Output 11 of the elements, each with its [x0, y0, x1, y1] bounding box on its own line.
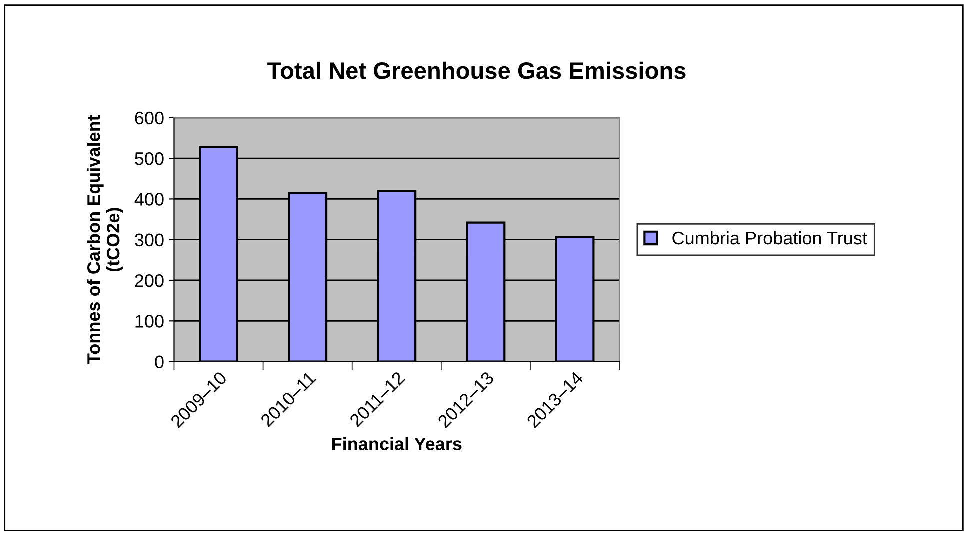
- y-axis-title: Tonnes of Carbon Equivalent (tCO2e): [87, 115, 124, 364]
- legend-label: Cumbria Probation Trust: [672, 231, 868, 245]
- x-axis-title: Financial Years: [332, 437, 462, 451]
- y-tick-label: 100: [136, 315, 164, 328]
- chart-title: Total Net Greenhouse Gas Emissions: [268, 62, 686, 80]
- y-tick-label: 0: [155, 356, 164, 369]
- y-tick-label: 200: [135, 274, 164, 288]
- y-tick-label: 500: [135, 152, 164, 166]
- y-tick-label: 600: [135, 112, 164, 125]
- y-tick-label: 300: [135, 234, 164, 247]
- y-tick-label: 400: [134, 193, 164, 206]
